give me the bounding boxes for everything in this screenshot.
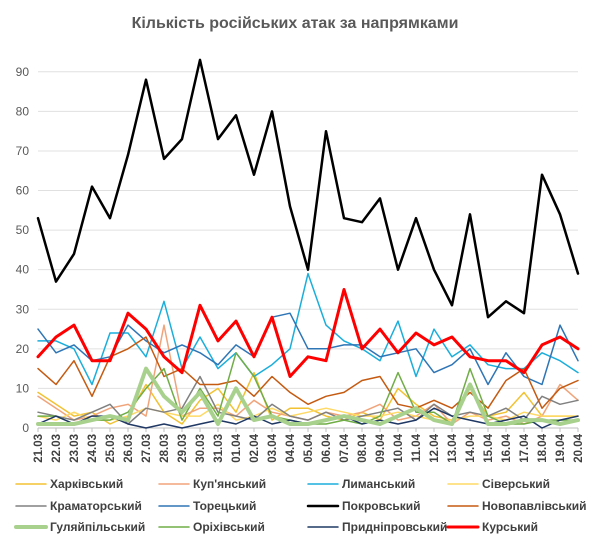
x-tick-label: 04.04 bbox=[285, 433, 297, 462]
legend-label-2: Лиманський bbox=[342, 477, 415, 491]
legend-label-3: Сіверський bbox=[482, 477, 550, 491]
x-tick-label: 19.04 bbox=[555, 433, 567, 462]
x-tick-label: 26.03 bbox=[123, 434, 135, 463]
legend: Харківський Куп'янський Лиманський Сіверськ… bbox=[14, 477, 587, 534]
series-line-7 bbox=[37, 336, 579, 409]
series-line-2 bbox=[37, 272, 579, 386]
series-line-5 bbox=[37, 312, 579, 386]
legend-label-11: Курський bbox=[482, 520, 538, 534]
y-axis: 0 10 20 30 40 50 60 70 80 90 bbox=[16, 65, 30, 435]
x-tick-label: 03.04 bbox=[267, 433, 279, 462]
x-tick-label: 18.04 bbox=[537, 433, 549, 462]
x-tick-label: 21.03 bbox=[33, 434, 45, 463]
legend-label-7: Новопавлівський bbox=[482, 499, 587, 513]
legend-label-8: Гуляйпільський bbox=[50, 520, 145, 534]
y-tick-label: 90 bbox=[16, 65, 30, 79]
x-tick-label: 07.04 bbox=[339, 433, 351, 462]
x-tick-label: 12.04 bbox=[429, 433, 441, 462]
x-tick-label: 11.04 bbox=[411, 433, 423, 462]
chart-title: Кількість російських атак за напрямками bbox=[132, 15, 459, 32]
series-lines bbox=[36, 58, 580, 429]
x-tick-label: 30.03 bbox=[195, 434, 207, 463]
x-tick-label: 24.03 bbox=[87, 434, 99, 463]
x-tick-label: 16.04 bbox=[501, 433, 513, 462]
y-tick-label: 70 bbox=[16, 144, 30, 158]
x-tick-label: 05.04 bbox=[303, 433, 315, 462]
y-tick-label: 40 bbox=[16, 263, 30, 277]
x-tick-label: 29.03 bbox=[177, 434, 189, 463]
series-line-6 bbox=[36, 58, 580, 319]
x-tick-label: 17.04 bbox=[519, 433, 531, 462]
legend-label-0: Харківський bbox=[50, 477, 123, 491]
x-tick-label: 22.03 bbox=[51, 434, 63, 463]
x-axis: 21.03 22.03 23.03 24.03 25.03 26.03 27.03 28.03… bbox=[33, 428, 585, 463]
x-tick-label: 27.03 bbox=[141, 434, 153, 463]
legend-label-10: Придніпровський bbox=[342, 520, 447, 534]
legend-label-4: Краматорський bbox=[50, 499, 142, 513]
y-tick-label: 60 bbox=[16, 184, 30, 198]
x-tick-label: 20.04 bbox=[573, 433, 585, 462]
legend-label-6: Покровський bbox=[342, 499, 421, 513]
x-tick-label: 10.04 bbox=[393, 433, 405, 462]
x-tick-label: 02.04 bbox=[249, 433, 261, 462]
legend-label-9: Оріхівський bbox=[193, 520, 265, 534]
legend-label-1: Куп'янський bbox=[193, 477, 266, 491]
x-tick-label: 06.04 bbox=[321, 433, 333, 462]
x-tick-label: 28.03 bbox=[159, 434, 171, 463]
legend-label-5: Торецький bbox=[193, 499, 256, 513]
y-tick-label: 10 bbox=[16, 381, 30, 395]
series-line-8 bbox=[36, 366, 580, 426]
y-tick-label: 20 bbox=[16, 342, 30, 356]
series-line-11 bbox=[36, 288, 580, 378]
x-tick-label: 14.04 bbox=[465, 433, 477, 462]
x-tick-label: 31.03 bbox=[213, 434, 225, 463]
x-tick-label: 13.04 bbox=[447, 433, 459, 462]
y-tick-label: 80 bbox=[16, 104, 30, 118]
y-tick-label: 50 bbox=[16, 223, 30, 237]
x-tick-label: 09.04 bbox=[375, 433, 387, 462]
x-tick-label: 15.04 bbox=[483, 433, 495, 462]
x-tick-label: 08.04 bbox=[357, 433, 369, 462]
y-tick-label: 0 bbox=[22, 421, 29, 435]
x-tick-label: 25.03 bbox=[105, 434, 117, 463]
y-tick-label: 30 bbox=[16, 302, 30, 316]
x-tick-label: 01.04 bbox=[231, 433, 243, 462]
x-tick-label: 23.03 bbox=[69, 434, 81, 463]
